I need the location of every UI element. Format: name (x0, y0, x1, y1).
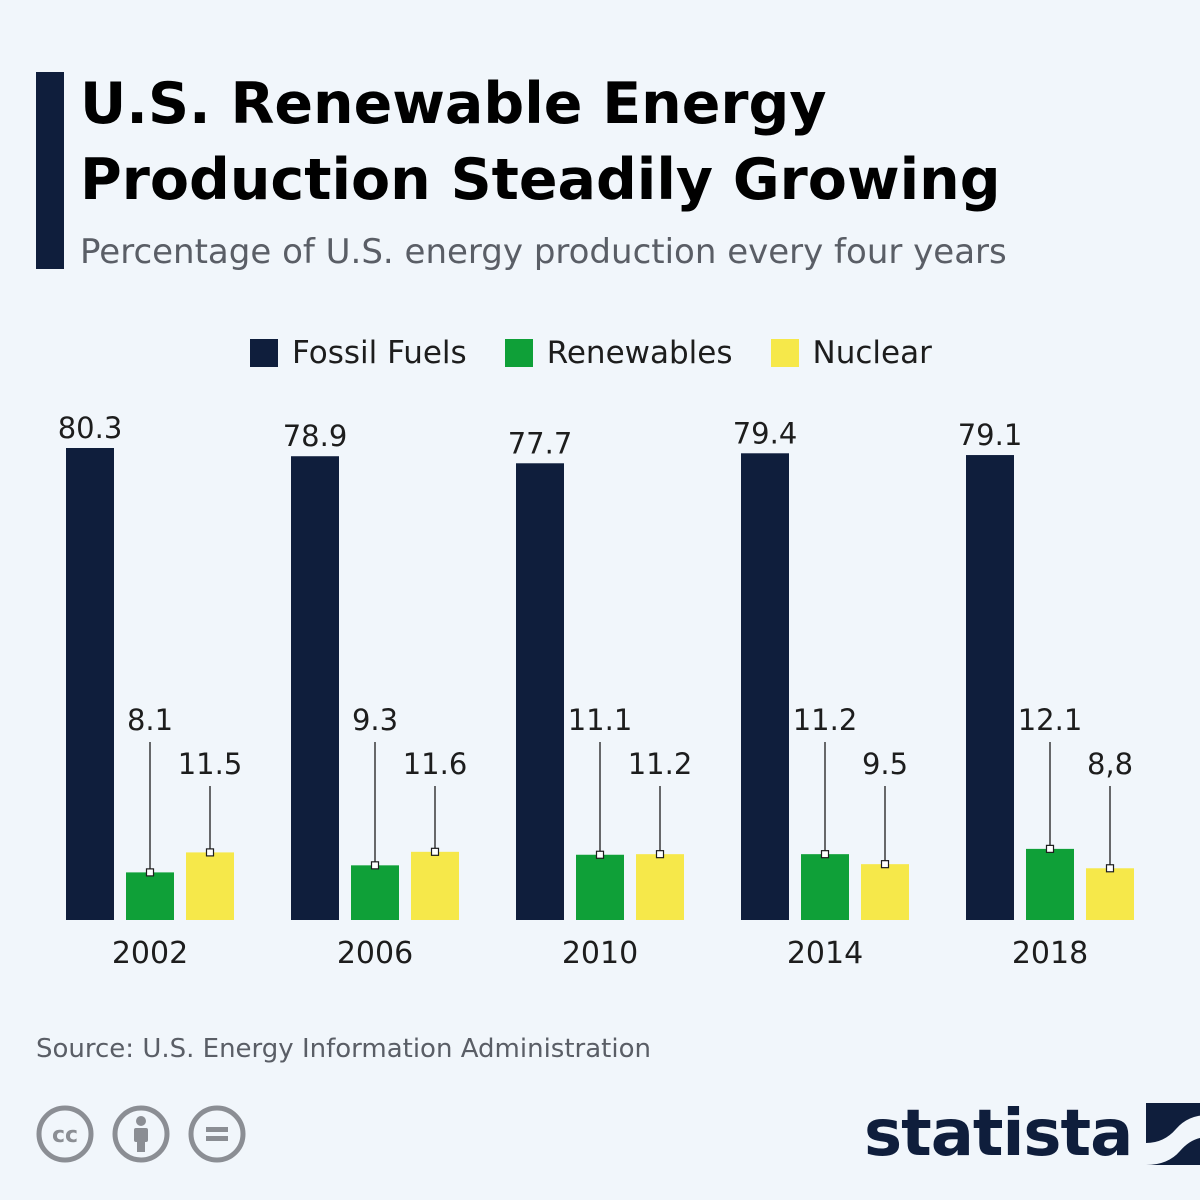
bar-renewables-2006 (351, 865, 399, 920)
bar-fossil-fuels-2010 (516, 463, 564, 920)
chart-subtitle: Percentage of U.S. energy production eve… (80, 232, 1007, 272)
data-label-fossil-fuels-2006: 78.9 (283, 419, 348, 453)
data-label-fossil-fuels-2010: 77.7 (508, 426, 573, 460)
x-tick-label-2010: 2010 (562, 936, 638, 971)
data-label-fossil-fuels-2018: 79.1 (958, 418, 1023, 452)
attribution-icon (112, 1105, 170, 1163)
bar-renewables-2010 (576, 854, 624, 920)
leader-marker-nuclear-2002 (205, 848, 215, 857)
data-label-renewables-2002: 8.1 (127, 703, 173, 737)
data-label-nuclear-2018: 8,8 (1087, 747, 1133, 781)
bar-nuclear-2014 (861, 864, 909, 920)
leader-marker-renewables-2018 (1045, 844, 1055, 853)
title-accent-bar (36, 72, 64, 269)
bar-nuclear-2006 (411, 851, 459, 920)
brand-name: statista (864, 1097, 1133, 1171)
bar-nuclear-2010 (636, 854, 684, 920)
legend-swatch-nuclear (770, 339, 799, 367)
leader-marker-renewables-2010 (595, 850, 605, 859)
data-label-fossil-fuels-2014: 79.4 (733, 416, 798, 450)
data-label-nuclear-2014: 9.5 (862, 747, 908, 781)
legend-item-renewables: Renewables (504, 335, 733, 371)
data-label-nuclear-2006: 11.6 (403, 747, 468, 781)
source-note: Source: U.S. Energy Information Administ… (36, 1034, 651, 1064)
leader-marker-nuclear-2010 (655, 850, 665, 859)
leader-marker-nuclear-2014 (880, 860, 890, 869)
data-label-renewables-2006: 9.3 (352, 703, 398, 737)
x-tick-label-2002: 2002 (112, 936, 188, 971)
bar-renewables-2014 (801, 854, 849, 920)
bar-renewables-2018 (1026, 848, 1074, 920)
legend-swatch-renewables (504, 339, 533, 367)
svg-text:cc: cc (52, 1123, 78, 1148)
legend-item-fossil-fuels: Fossil Fuels (250, 335, 467, 371)
x-tick-label-2018: 2018 (1012, 936, 1088, 971)
leader-marker-renewables-2002 (145, 868, 155, 877)
leader-marker-renewables-2006 (370, 861, 380, 870)
bar-renewables-2002 (126, 872, 174, 920)
bar-fossil-fuels-2014 (741, 453, 789, 920)
bar-fossil-fuels-2006 (291, 456, 339, 920)
data-label-fossil-fuels-2002: 80.3 (58, 411, 123, 445)
data-label-nuclear-2002: 11.5 (178, 747, 243, 781)
legend: Fossil Fuels Renewables Nuclear (250, 333, 970, 373)
leader-marker-nuclear-2006 (430, 847, 440, 856)
bar-fossil-fuels-2002 (66, 448, 114, 920)
license-icons: cc (36, 1105, 246, 1163)
data-label-nuclear-2010: 11.2 (628, 747, 693, 781)
legend-label-fossil-fuels: Fossil Fuels (292, 335, 467, 371)
bar-nuclear-2002 (186, 852, 234, 920)
bar-fossil-fuels-2018 (966, 455, 1014, 920)
data-label-renewables-2018: 12.1 (1018, 703, 1083, 737)
bar-nuclear-2018 (1086, 868, 1134, 920)
data-label-renewables-2014: 11.2 (793, 703, 858, 737)
x-tick-label-2014: 2014 (787, 936, 863, 971)
legend-label-nuclear: Nuclear (812, 335, 932, 371)
statista-logo: statista (864, 1094, 1200, 1174)
legend-label-renewables: Renewables (546, 335, 733, 371)
bar-chart: 80.3 8.111.5 2002 78.9 9.311.6 2006 77.7 11.1 11… (58, 411, 1134, 971)
legend-item-nuclear: Nuclear (770, 335, 932, 371)
chart-title: U.S. Renewable Energy Production Steadil… (80, 71, 1001, 213)
cc-icon: cc (36, 1105, 94, 1163)
statista-mark-icon (1146, 1103, 1200, 1165)
leader-marker-nuclear-2018 (1105, 864, 1115, 873)
no-derivatives-icon (188, 1105, 246, 1163)
legend-swatch-fossil-fuels (250, 339, 278, 367)
x-tick-label-2006: 2006 (337, 936, 413, 971)
data-label-renewables-2010: 11.1 (568, 703, 633, 737)
leader-marker-renewables-2014 (820, 850, 830, 859)
